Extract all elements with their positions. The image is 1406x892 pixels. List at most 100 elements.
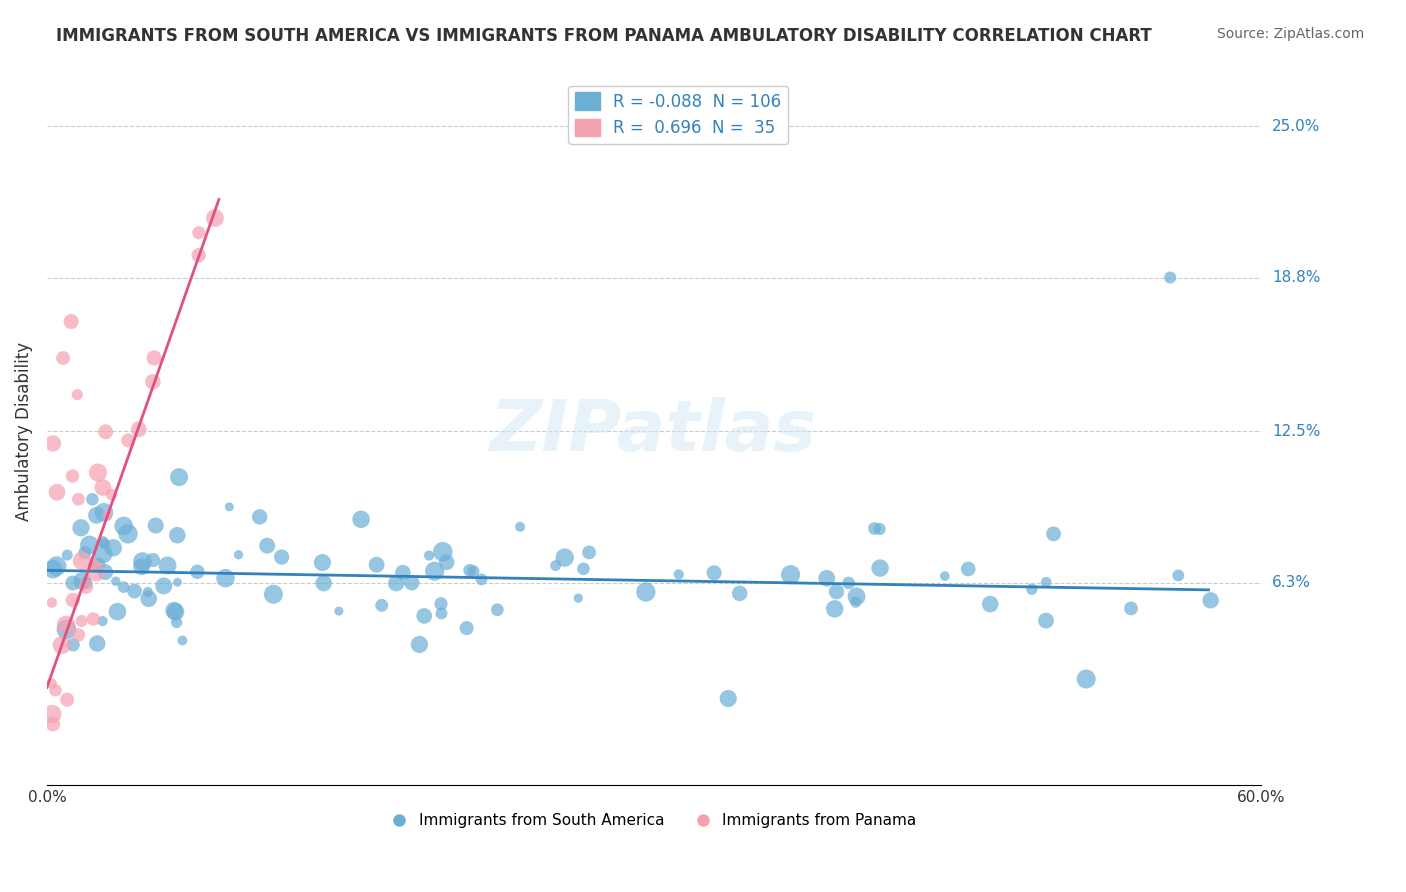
- Immigrants from South America: [456, 621, 478, 635]
- Immigrants from Panama: [41, 676, 63, 690]
- Immigrants from South America: [86, 508, 108, 523]
- Immigrants from South America: [45, 559, 67, 574]
- Immigrants from Panama: [42, 717, 65, 731]
- Immigrants from Panama: [55, 618, 77, 632]
- Immigrants from Panama: [70, 554, 93, 568]
- Immigrants from South America: [934, 569, 956, 583]
- Immigrants from South America: [979, 597, 1001, 611]
- Immigrants from Panama: [187, 226, 209, 240]
- Text: Source: ZipAtlas.com: Source: ZipAtlas.com: [1216, 27, 1364, 41]
- Immigrants from South America: [75, 576, 97, 591]
- Immigrants from South America: [436, 555, 458, 569]
- Immigrants from South America: [70, 521, 93, 535]
- Immigrants from South America: [163, 604, 186, 618]
- Immigrants from South America: [218, 500, 240, 514]
- Immigrants from South America: [73, 546, 96, 560]
- Immigrants from South America: [728, 586, 751, 600]
- Immigrants from South America: [1167, 568, 1189, 582]
- Immigrants from South America: [838, 576, 860, 591]
- Immigrants from South America: [91, 534, 114, 549]
- Y-axis label: Ambulatory Disability: Ambulatory Disability: [15, 342, 32, 521]
- Immigrants from Panama: [56, 692, 79, 706]
- Immigrants from South America: [779, 567, 801, 582]
- Immigrants from Panama: [142, 375, 165, 389]
- Immigrants from South America: [845, 590, 868, 604]
- Immigrants from Panama: [91, 481, 114, 495]
- Immigrants from South America: [172, 633, 194, 648]
- Immigrants from South America: [228, 548, 250, 562]
- Immigrants from South America: [42, 562, 65, 576]
- Immigrants from Panama: [45, 683, 67, 698]
- Immigrants from South America: [1159, 270, 1181, 285]
- Immigrants from South America: [1042, 526, 1064, 541]
- Immigrants from South America: [554, 550, 576, 565]
- Immigrants from South America: [103, 541, 125, 555]
- Immigrants from South America: [1035, 575, 1057, 590]
- Immigrants from South America: [486, 603, 509, 617]
- Immigrants from South America: [470, 573, 492, 587]
- Immigrants from South America: [256, 539, 278, 553]
- Text: 25.0%: 25.0%: [1272, 119, 1320, 134]
- Immigrants from Panama: [42, 436, 65, 450]
- Immigrants from Panama: [66, 387, 89, 401]
- Immigrants from Panama: [60, 314, 83, 328]
- Immigrants from South America: [408, 637, 430, 651]
- Immigrants from South America: [401, 575, 423, 590]
- Immigrants from South America: [79, 538, 101, 552]
- Immigrants from South America: [385, 576, 408, 591]
- Immigrants from Panama: [83, 558, 105, 572]
- Immigrants from South America: [392, 566, 415, 580]
- Immigrants from South America: [311, 556, 333, 570]
- Immigrants from South America: [350, 512, 373, 526]
- Immigrants from South America: [328, 604, 350, 618]
- Immigrants from South America: [87, 558, 110, 572]
- Immigrants from South America: [1119, 601, 1142, 615]
- Immigrants from Panama: [70, 614, 93, 628]
- Immigrants from South America: [156, 558, 179, 573]
- Immigrants from South America: [432, 545, 454, 559]
- Immigrants from South America: [815, 571, 838, 585]
- Immigrants from South America: [138, 591, 160, 606]
- Immigrants from South America: [845, 595, 868, 609]
- Immigrants from South America: [62, 576, 84, 591]
- Immigrants from Panama: [75, 580, 97, 594]
- Immigrants from South America: [1199, 593, 1222, 607]
- Immigrants from South America: [93, 505, 115, 519]
- Immigrants from South America: [824, 602, 846, 616]
- Legend: Immigrants from South America, Immigrants from Panama: Immigrants from South America, Immigrant…: [385, 807, 922, 834]
- Immigrants from South America: [62, 638, 84, 652]
- Immigrants from South America: [1035, 614, 1057, 628]
- Immigrants from South America: [869, 561, 891, 575]
- Immigrants from South America: [124, 584, 146, 599]
- Immigrants from South America: [165, 605, 187, 619]
- Immigrants from Panama: [62, 593, 84, 607]
- Immigrants from South America: [93, 537, 115, 551]
- Immigrants from South America: [131, 559, 153, 574]
- Immigrants from South America: [131, 555, 153, 569]
- Immigrants from South America: [186, 565, 208, 579]
- Text: IMMIGRANTS FROM SOUTH AMERICA VS IMMIGRANTS FROM PANAMA AMBULATORY DISABILITY CO: IMMIGRANTS FROM SOUTH AMERICA VS IMMIGRA…: [56, 27, 1152, 45]
- Immigrants from South America: [366, 558, 388, 572]
- Immigrants from South America: [423, 564, 446, 578]
- Immigrants from South America: [572, 562, 595, 576]
- Immigrants from South America: [312, 576, 335, 591]
- Immigrants from South America: [957, 562, 980, 576]
- Immigrants from Panama: [143, 351, 166, 365]
- Immigrants from South America: [430, 607, 453, 621]
- Immigrants from South America: [152, 579, 174, 593]
- Immigrants from Panama: [51, 638, 73, 652]
- Immigrants from South America: [91, 547, 114, 561]
- Immigrants from Panama: [204, 211, 226, 226]
- Immigrants from South America: [94, 565, 117, 579]
- Immigrants from South America: [136, 585, 159, 599]
- Immigrants from South America: [91, 614, 114, 628]
- Immigrants from South America: [418, 549, 440, 563]
- Immigrants from South America: [56, 548, 79, 562]
- Immigrants from South America: [668, 567, 690, 582]
- Immigrants from South America: [1021, 582, 1043, 597]
- Immigrants from Panama: [128, 422, 150, 436]
- Immigrants from Panama: [46, 485, 69, 500]
- Immigrants from South America: [82, 492, 104, 507]
- Immigrants from South America: [112, 519, 135, 533]
- Immigrants from South America: [167, 470, 190, 484]
